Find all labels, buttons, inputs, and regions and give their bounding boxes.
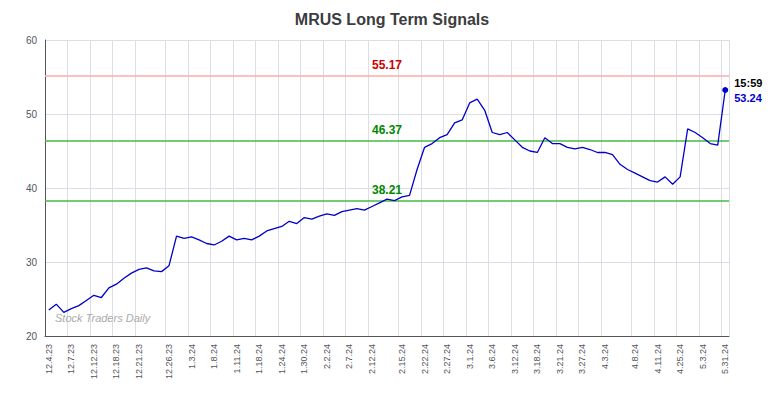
svg-text:1.11.24: 1.11.24: [232, 344, 242, 373]
svg-text:12.21.23: 12.21.23: [134, 344, 144, 379]
svg-text:50: 50: [26, 109, 38, 120]
svg-text:40: 40: [26, 183, 38, 194]
svg-text:5.3.24: 5.3.24: [698, 344, 708, 369]
svg-text:3.21.24: 3.21.24: [555, 344, 565, 374]
svg-text:2.2.24: 2.2.24: [322, 344, 332, 369]
svg-text:2.12.24: 2.12.24: [367, 344, 377, 374]
svg-text:60: 60: [26, 35, 38, 46]
svg-text:1.24.24: 1.24.24: [277, 344, 287, 374]
svg-text:1.3.24: 1.3.24: [187, 344, 197, 369]
svg-text:3.1.24: 3.1.24: [465, 344, 475, 369]
svg-text:12.26.23: 12.26.23: [164, 344, 174, 379]
svg-text:1.8.24: 1.8.24: [209, 344, 219, 369]
svg-text:1.30.24: 1.30.24: [299, 344, 309, 374]
svg-text:MRUS Long Term Signals: MRUS Long Term Signals: [295, 11, 489, 28]
svg-text:38.21: 38.21: [372, 183, 402, 197]
svg-text:4.25.24: 4.25.24: [675, 344, 685, 374]
svg-text:1.18.24: 1.18.24: [254, 344, 264, 374]
svg-text:55.17: 55.17: [372, 58, 402, 72]
svg-text:4.8.24: 4.8.24: [630, 344, 640, 369]
svg-text:3.18.24: 3.18.24: [532, 344, 542, 374]
svg-text:5.31.24: 5.31.24: [720, 344, 730, 374]
svg-text:12.18.23: 12.18.23: [111, 344, 121, 379]
svg-text:53.24: 53.24: [734, 92, 762, 104]
svg-text:12.7.23: 12.7.23: [66, 344, 76, 374]
svg-text:12.4.23: 12.4.23: [44, 344, 54, 374]
svg-text:15:59: 15:59: [734, 77, 762, 89]
svg-text:46.37: 46.37: [372, 123, 402, 137]
svg-text:30: 30: [26, 257, 38, 268]
svg-text:2.7.24: 2.7.24: [344, 344, 354, 369]
svg-text:2.27.24: 2.27.24: [442, 344, 452, 374]
svg-text:4.3.24: 4.3.24: [600, 344, 610, 369]
svg-text:3.12.24: 3.12.24: [510, 344, 520, 374]
svg-text:3.6.24: 3.6.24: [487, 344, 497, 369]
svg-text:2.22.24: 2.22.24: [420, 344, 430, 374]
svg-text:3.27.24: 3.27.24: [577, 344, 587, 374]
svg-text:20: 20: [26, 331, 38, 342]
svg-text:2.15.24: 2.15.24: [397, 344, 407, 374]
svg-text:12.12.23: 12.12.23: [89, 344, 99, 379]
svg-text:Stock Traders Daily: Stock Traders Daily: [55, 312, 152, 324]
svg-text:4.11.24: 4.11.24: [653, 344, 663, 373]
